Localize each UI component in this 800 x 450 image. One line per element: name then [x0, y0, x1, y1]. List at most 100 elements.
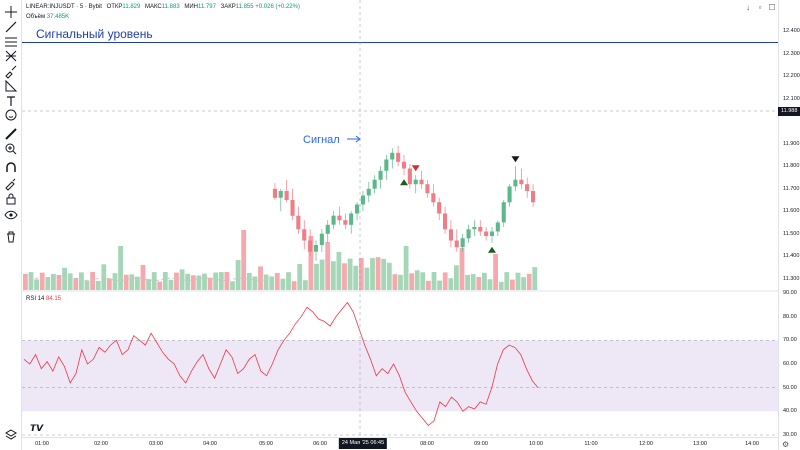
candle-body[interactable]: [460, 238, 465, 248]
brush-icon[interactable]: [3, 63, 19, 79]
candle-body[interactable]: [62, 278, 66, 279]
candle-body[interactable]: [355, 204, 360, 214]
candle-body[interactable]: [407, 168, 412, 185]
candle-body[interactable]: [437, 202, 442, 214]
candle-body[interactable]: [484, 231, 489, 237]
candle-body[interactable]: [466, 229, 471, 239]
candle-body[interactable]: [501, 202, 506, 223]
candle-body[interactable]: [272, 188, 277, 198]
candle-body[interactable]: [106, 278, 110, 279]
magnet-icon[interactable]: [3, 160, 19, 176]
candle-body[interactable]: [222, 279, 225, 281]
candle-body[interactable]: [150, 279, 154, 281]
candle-body[interactable]: [260, 279, 264, 281]
candle-body[interactable]: [284, 191, 289, 200]
crosshair-icon[interactable]: [3, 4, 19, 20]
emoji-icon[interactable]: [3, 107, 19, 123]
candle-body[interactable]: [57, 279, 60, 281]
candle-body[interactable]: [189, 279, 192, 281]
trend-line-icon[interactable]: [3, 19, 19, 35]
text-icon[interactable]: [3, 93, 19, 109]
candle-body[interactable]: [139, 277, 143, 279]
lock-draw-icon[interactable]: [3, 176, 19, 192]
candle-body[interactable]: [413, 179, 418, 185]
buy-signal-icon[interactable]: [400, 179, 408, 186]
candle-body[interactable]: [46, 279, 49, 281]
candle-body[interactable]: [319, 233, 324, 245]
price-scale[interactable]: 12.400 12.300 12.200 12.100 11.900 11.800 11.7…: [778, 0, 800, 450]
candle-body[interactable]: [156, 279, 159, 281]
lock-icon[interactable]: [3, 191, 19, 207]
candle-body[interactable]: [331, 215, 336, 225]
candle-body[interactable]: [40, 278, 44, 280]
arrow-down-icon[interactable]: ↓: [746, 3, 750, 12]
candle-body[interactable]: [200, 278, 203, 280]
rsi-line[interactable]: [23, 301, 539, 427]
candle-body[interactable]: [431, 193, 436, 203]
candle-body[interactable]: [308, 240, 313, 252]
candle-body[interactable]: [343, 220, 348, 225]
candle-body[interactable]: [390, 152, 395, 160]
candle-body[interactable]: [194, 279, 198, 281]
rsi-label[interactable]: RSI 14: [26, 296, 45, 302]
candle-body[interactable]: [123, 279, 126, 281]
candle-body[interactable]: [396, 152, 401, 162]
candle-body[interactable]: [101, 277, 104, 279]
pitchfork-icon[interactable]: [3, 48, 19, 64]
candle-body[interactable]: [128, 278, 132, 280]
sell-signal-icon[interactable]: [411, 165, 420, 172]
zoom-icon[interactable]: [3, 141, 19, 157]
candle-body[interactable]: [216, 279, 220, 281]
time-axis[interactable]: 01:00 02:00 03:00 04:00 05:00 06:00 08:00 09:00…: [22, 437, 778, 450]
candle-body[interactable]: [313, 245, 318, 252]
candle-body[interactable]: [296, 215, 301, 230]
candle-body[interactable]: [443, 213, 448, 230]
candle-body[interactable]: [205, 277, 209, 279]
candle-body[interactable]: [372, 179, 377, 189]
candle-body[interactable]: [425, 184, 430, 194]
ruler-icon[interactable]: [3, 126, 19, 142]
symbol-name[interactable]: LINEAR:INJUSDT · 5 · Bybit: [26, 4, 102, 10]
candle-body[interactable]: [519, 179, 524, 185]
minimize-icon[interactable]: ▫: [758, 3, 762, 12]
candle-body[interactable]: [79, 279, 82, 281]
candle-body[interactable]: [84, 279, 88, 281]
candle-body[interactable]: [360, 195, 365, 205]
candle-body[interactable]: [378, 170, 383, 180]
sell-signal-icon[interactable]: [511, 156, 520, 163]
candle-body[interactable]: [325, 224, 330, 234]
candle-body[interactable]: [244, 277, 247, 279]
maximize-icon[interactable]: ☐: [768, 3, 776, 12]
candle-body[interactable]: [448, 229, 453, 241]
horizontal-lines-icon[interactable]: [3, 34, 19, 50]
candle-body[interactable]: [337, 215, 342, 221]
candle-body[interactable]: [454, 240, 459, 248]
candle-body[interactable]: [384, 159, 389, 171]
candle-body[interactable]: [95, 278, 99, 280]
candle-body[interactable]: [249, 278, 253, 280]
candle-body[interactable]: [68, 277, 71, 279]
candle-body[interactable]: [145, 278, 148, 280]
candle-body[interactable]: [531, 191, 536, 203]
gear-icon[interactable]: ⚙: [782, 440, 790, 449]
candle-body[interactable]: [495, 222, 500, 232]
candle-body[interactable]: [90, 279, 93, 281]
buy-signal-icon[interactable]: [488, 246, 496, 253]
candle-body[interactable]: [233, 278, 236, 280]
candle-body[interactable]: [172, 277, 176, 279]
candle-body[interactable]: [112, 279, 115, 281]
candle-body[interactable]: [349, 213, 354, 225]
trash-icon[interactable]: [3, 229, 19, 245]
candle-body[interactable]: [29, 277, 33, 279]
candle-body[interactable]: [419, 179, 424, 185]
candle-body[interactable]: [73, 278, 77, 280]
candle-body[interactable]: [183, 279, 187, 281]
candle-body[interactable]: [51, 279, 55, 281]
candle-body[interactable]: [401, 161, 406, 169]
candle-body[interactable]: [507, 186, 512, 203]
candle-body[interactable]: [478, 227, 483, 232]
layers-icon[interactable]: [3, 427, 19, 443]
candle-body[interactable]: [366, 188, 371, 196]
candle-body[interactable]: [266, 278, 269, 280]
